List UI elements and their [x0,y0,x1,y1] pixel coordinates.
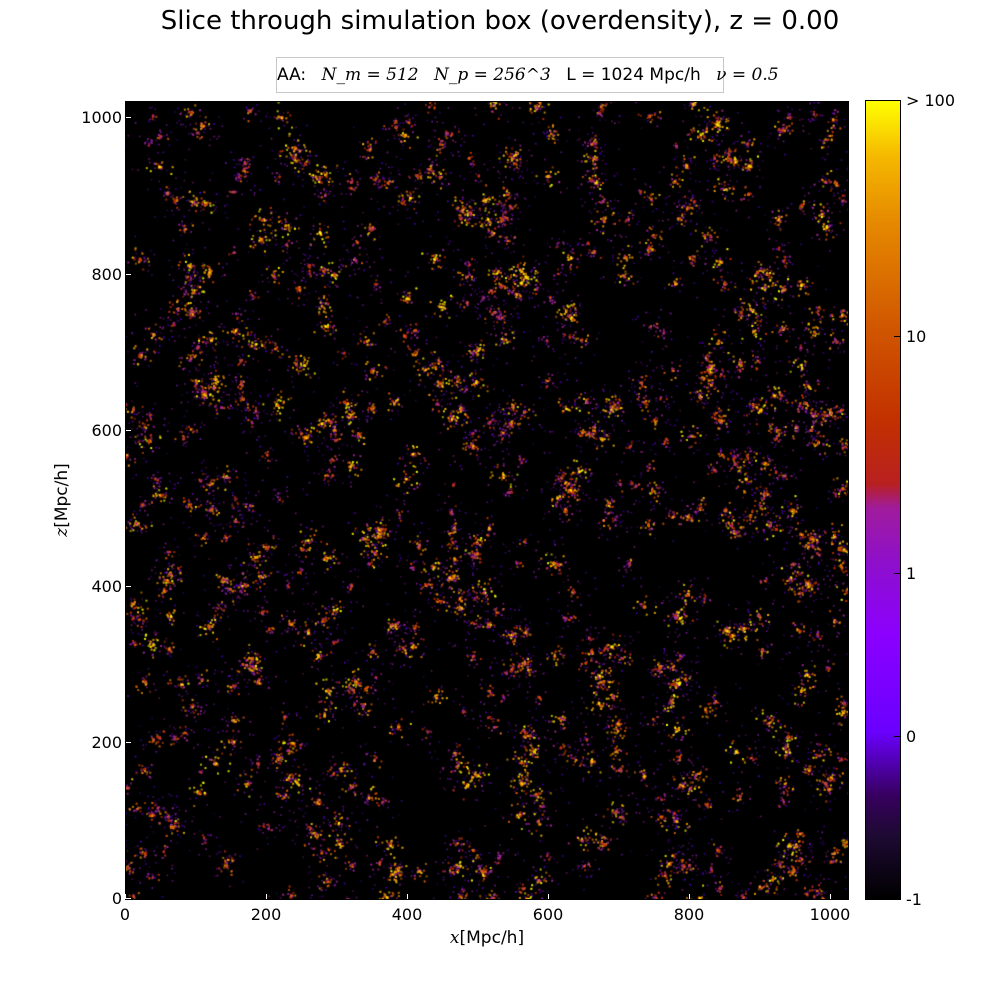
y-tick-mark [126,274,131,275]
colorbar-tick-mark [894,736,900,737]
x-axis-unit: [Mpc/h] [459,928,525,948]
info-box: AA: N_m = 512 N_p = 256^3 L = 1024 Mpc/h… [276,57,779,93]
chart-title: Slice through simulation box (overdensit… [160,6,840,36]
colorbar-tick-label: 0 [906,727,917,746]
y-tick-mark [126,430,131,431]
y-tick-mark [126,898,131,899]
y-tick-label: 600 [91,421,122,440]
info-nu: ν = 0.5 [716,65,779,85]
x-tick-label: 400 [391,905,423,924]
x-tick-mark [266,894,267,899]
density-heatmap [126,102,848,899]
y-tick-label: 200 [91,733,122,752]
y-tick-label: 400 [91,577,122,596]
y-axis-var: z [52,527,72,537]
x-tick-label: 1000 [809,905,851,924]
x-tick-label: 0 [119,905,131,924]
x-tick-mark [548,894,549,899]
colorbar-tick-label: 10 [906,327,927,346]
x-tick-mark [830,894,831,899]
info-L: L = 1024 Mpc/h [566,65,701,85]
y-tick-mark [126,742,131,743]
colorbar-tick-label: > 100 [906,91,956,110]
info-prefix: AA: [277,65,307,85]
x-tick-label: 200 [250,905,282,924]
colorbar-tick-mark [894,336,900,337]
info-nm: N_m = 512 [321,65,419,85]
x-tick-mark [407,894,408,899]
x-tick-label: 600 [532,905,564,924]
colorbar-tick-label: 1 [906,564,917,583]
x-axis-var: x [449,928,460,948]
colorbar-tick-mark [894,100,900,101]
y-tick-label: 800 [91,265,122,284]
y-axis-unit: [Mpc/h] [52,463,72,528]
y-tick-label: 1000 [81,108,122,127]
x-tick-label: 800 [673,905,705,924]
y-tick-mark [126,586,131,587]
colorbar [865,100,901,900]
y-tick-label: 0 [111,889,122,908]
x-tick-mark [125,894,126,899]
heatmap-plot-area [125,101,849,900]
colorbar-tick-label: -1 [906,890,922,909]
x-tick-mark [689,894,690,899]
colorbar-gradient [866,101,900,899]
y-tick-mark [126,117,131,118]
colorbar-tick-mark [894,573,900,574]
x-axis-label: x[Mpc/h] [125,928,849,948]
info-np: N_p = 256^3 [433,65,551,85]
colorbar-tick-mark [894,899,900,900]
y-axis-label: z[Mpc/h] [52,463,72,537]
